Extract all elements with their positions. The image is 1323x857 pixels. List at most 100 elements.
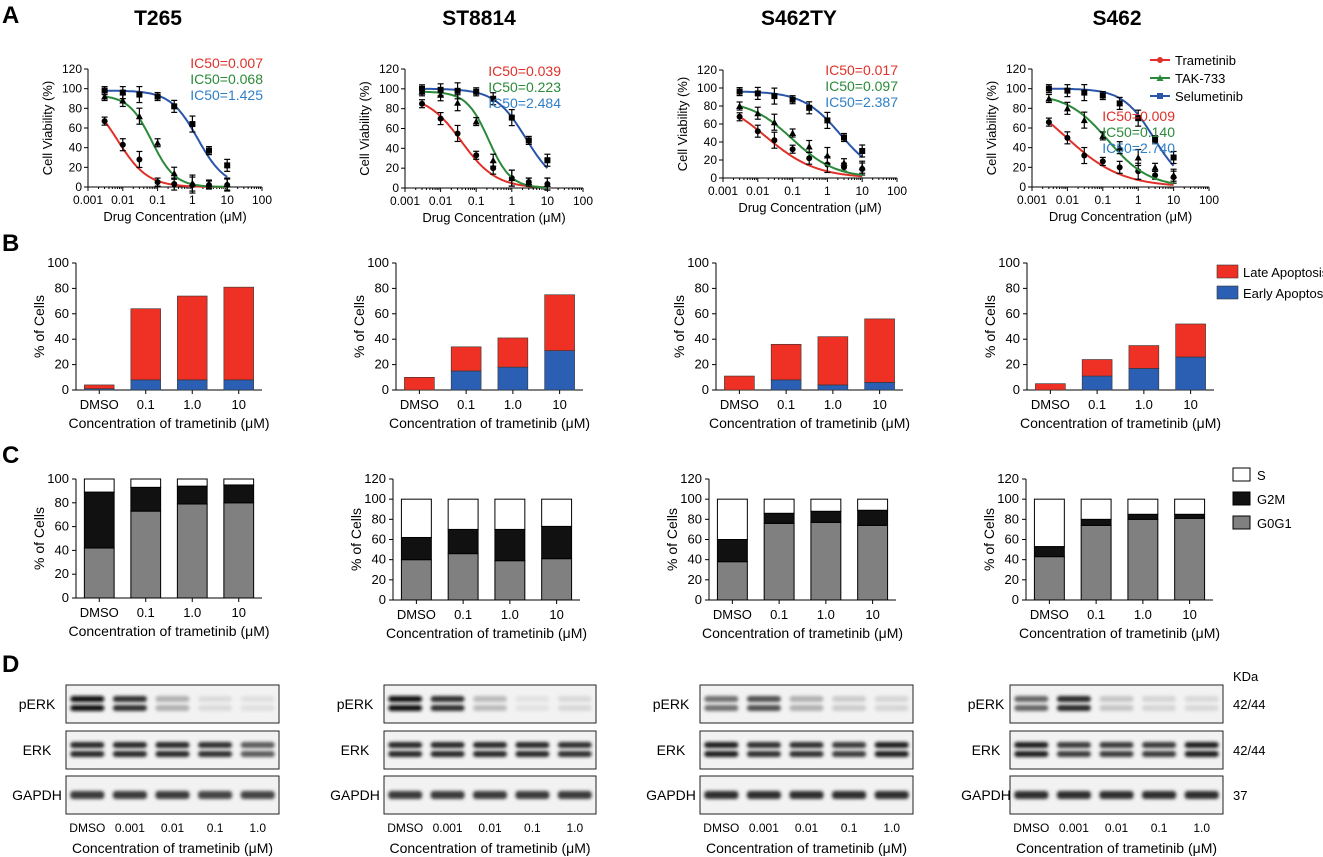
western-blot-panel: pERK ERK GAPDH DMSO 0.001 0.01 0.1 1.0 Concentra… bbox=[646, 684, 914, 856]
ic50-label: IC50=2.740 bbox=[1102, 140, 1175, 156]
x-tick-label: 100 bbox=[887, 184, 907, 198]
y-tick-label: 0 bbox=[382, 382, 389, 397]
y-axis-label: Cell Viability (%) bbox=[357, 81, 372, 175]
bar-segment-g2m bbox=[176, 485, 208, 505]
data-point bbox=[736, 113, 743, 120]
y-tick-label: 80 bbox=[1006, 280, 1020, 295]
bar-segment-g2m bbox=[810, 510, 842, 523]
blot-band bbox=[112, 791, 147, 799]
blot-band bbox=[112, 696, 147, 702]
blot-band bbox=[198, 742, 233, 748]
blot-band bbox=[1056, 742, 1091, 748]
x-tick-label: 1.0 bbox=[183, 397, 201, 412]
cell-line-title: S462 bbox=[1092, 7, 1141, 30]
bar-segment-g0g1 bbox=[1127, 518, 1159, 601]
bar-segment-early-apoptosis bbox=[223, 379, 254, 391]
x-tick-label: 1 bbox=[1135, 193, 1142, 207]
y-tick-label: 60 bbox=[386, 122, 400, 136]
data-point bbox=[1099, 92, 1106, 99]
data-point bbox=[1045, 119, 1052, 126]
data-point bbox=[771, 137, 778, 144]
y-tick-label: 120 bbox=[379, 62, 399, 76]
data-point bbox=[119, 141, 126, 148]
bar-segment-late-apoptosis-dead bbox=[130, 308, 161, 381]
bar-segment-early-apoptosis bbox=[864, 382, 895, 391]
blot-band bbox=[515, 696, 550, 702]
data-point bbox=[1134, 154, 1142, 161]
blot-band bbox=[155, 696, 190, 702]
y-tick-label: 20 bbox=[704, 153, 718, 167]
blot-strip-erk bbox=[699, 730, 914, 770]
bar-segment-g0g1 bbox=[541, 558, 573, 601]
y-tick-label: 40 bbox=[55, 542, 69, 557]
legends-layer: Trametinib TAK-733 Selumetinib Late Apoptos… bbox=[1150, 53, 1323, 531]
y-tick-label: 40 bbox=[1006, 331, 1020, 346]
bar-segment-s bbox=[223, 478, 255, 486]
bar-segment-g0g1 bbox=[400, 559, 432, 601]
bar-segment-g2m bbox=[223, 484, 255, 504]
dose-response-chart: 0 20 40 60 80 100 120 0.001 0.01 0.1 1 10 100 Drug Co… bbox=[984, 62, 1219, 224]
blot-row-label: GAPDH bbox=[330, 787, 380, 803]
y-tick-label: 80 bbox=[386, 102, 400, 116]
blot-band bbox=[473, 696, 507, 702]
y-tick-label: 0 bbox=[710, 171, 717, 185]
bar-segment-s bbox=[400, 498, 432, 538]
bar-segment-early-apoptosis bbox=[1175, 356, 1206, 391]
y-tick-label: 100 bbox=[998, 255, 1020, 270]
blot-row-label: ERK bbox=[341, 742, 370, 758]
data-point bbox=[1135, 115, 1142, 122]
blot-band bbox=[1099, 742, 1134, 748]
bar-segment-g2m bbox=[716, 539, 748, 563]
blot-lane-label: 0.001 bbox=[749, 821, 779, 835]
x-tick-label: 100 bbox=[573, 194, 593, 208]
bar-segment-g0g1 bbox=[1174, 517, 1206, 601]
y-tick-label: 80 bbox=[1013, 101, 1027, 115]
y-tick-label: 100 bbox=[47, 471, 69, 486]
data-point bbox=[806, 155, 813, 162]
data-point bbox=[789, 129, 797, 136]
blot-row-label: ERK bbox=[657, 742, 686, 758]
data-point bbox=[454, 99, 462, 106]
blot-row-label: pERK bbox=[968, 696, 1005, 712]
bar-segment-s bbox=[1080, 498, 1112, 520]
blot-band bbox=[874, 705, 909, 711]
x-tick-label: 10 bbox=[1167, 193, 1181, 207]
blot-band bbox=[1014, 696, 1049, 702]
x-axis-label: Drug Concentration (μM) bbox=[103, 209, 246, 224]
bar-segment-g0g1 bbox=[130, 510, 162, 599]
y-tick-label: 20 bbox=[688, 572, 702, 587]
blot-band bbox=[789, 705, 824, 711]
blot-band bbox=[240, 696, 275, 702]
blot-band bbox=[832, 742, 867, 748]
data-point bbox=[859, 148, 866, 154]
x-tick-label: 10 bbox=[1182, 607, 1196, 622]
data-point bbox=[840, 159, 848, 166]
legend-swatch bbox=[1232, 515, 1251, 530]
y-tick-label: 60 bbox=[1005, 532, 1019, 547]
bar-segment-late-apoptosis-dead bbox=[450, 346, 482, 372]
blot-band bbox=[704, 742, 739, 748]
bar-segment-g2m bbox=[1033, 546, 1065, 558]
dose-legend: Trametinib TAK-733 Selumetinib bbox=[1150, 53, 1243, 104]
blot-band bbox=[473, 791, 507, 799]
x-tick-label: 1.0 bbox=[817, 607, 835, 622]
blot-band bbox=[1099, 696, 1134, 702]
blot-band bbox=[198, 791, 233, 799]
x-tick-label: 0.1 bbox=[784, 184, 801, 198]
y-tick-label: 0 bbox=[392, 181, 399, 195]
y-axis-label: % of Cells bbox=[31, 507, 47, 570]
data-point bbox=[771, 93, 778, 100]
blot-band bbox=[746, 696, 781, 702]
bar-segment-late-apoptosis-dead bbox=[1128, 345, 1160, 369]
data-point bbox=[437, 86, 444, 93]
data-point bbox=[543, 180, 551, 188]
blot-band bbox=[473, 751, 507, 757]
blot-row-label: GAPDH bbox=[12, 787, 62, 803]
x-tick-label: 10 bbox=[856, 184, 870, 198]
ic50-label: IC50=0.068 bbox=[190, 71, 263, 87]
bar-segment-g0g1 bbox=[494, 560, 526, 601]
data-point bbox=[1151, 163, 1159, 171]
blot-band bbox=[789, 751, 824, 757]
blot-band bbox=[557, 742, 592, 748]
